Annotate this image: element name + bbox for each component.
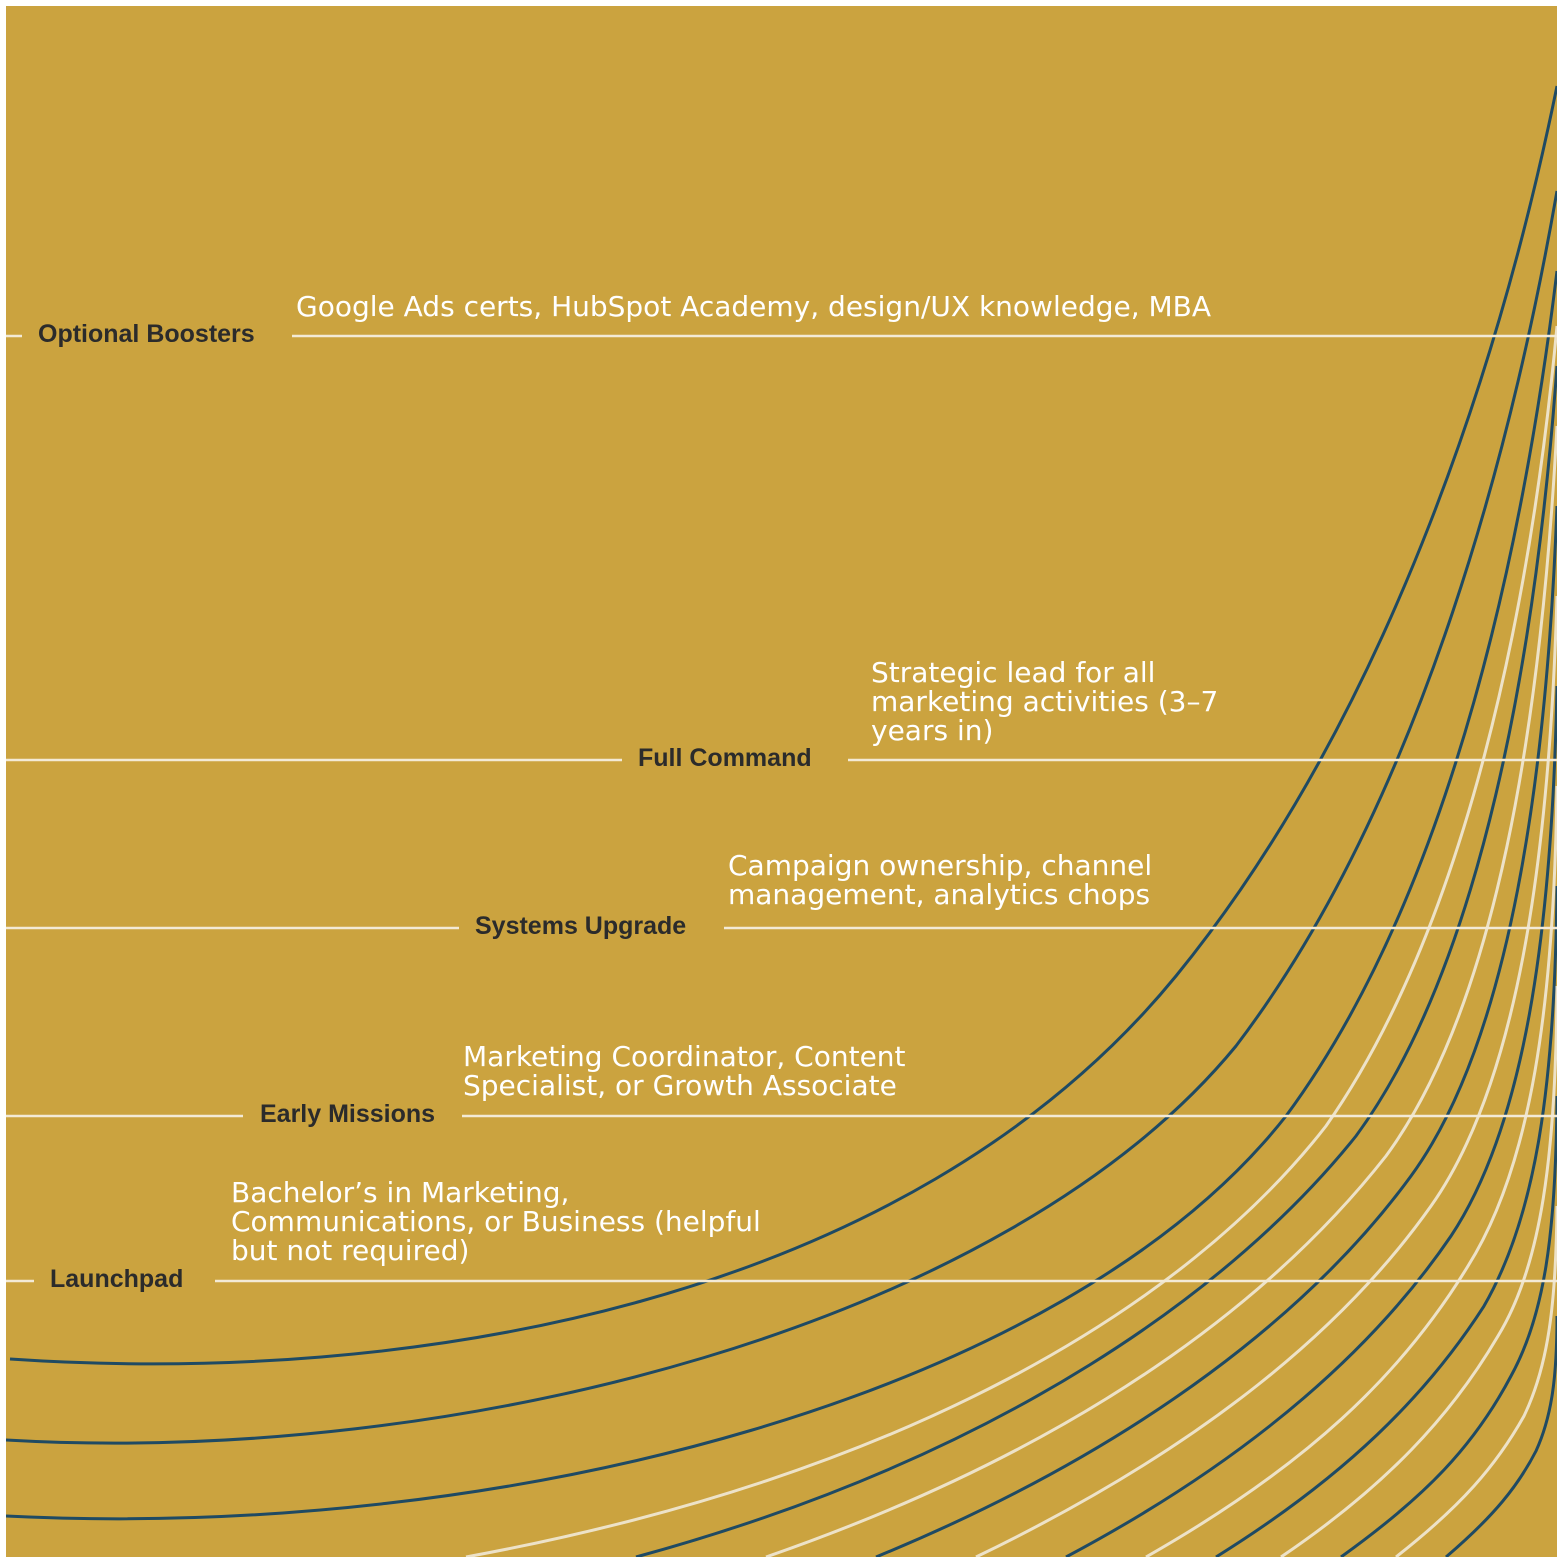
stage-description-systems-upgrade: Campaign ownership, channel management, … bbox=[728, 849, 1153, 911]
career-path-diagram bbox=[6, 6, 1557, 1557]
stage-description-full-command: Strategic lead for all marketing activit… bbox=[871, 656, 1219, 747]
stage-description-optional-boosters: Google Ads certs, HubSpot Academy, desig… bbox=[296, 290, 1212, 323]
curve-7 bbox=[875, 505, 1557, 1557]
stage-label-early-missions: Early Missions bbox=[260, 1100, 436, 1128]
curve-6 bbox=[765, 425, 1557, 1557]
diagram-canvas: Optional Boosters Google Ads certs, HubS… bbox=[6, 6, 1557, 1557]
curve-2 bbox=[6, 190, 1557, 1445]
stage-description-early-missions: Marketing Coordinator, Content Specialis… bbox=[463, 1040, 906, 1102]
stage-label-systems-upgrade: Systems Upgrade bbox=[475, 912, 687, 940]
curve-11 bbox=[1215, 885, 1557, 1557]
curve-15 bbox=[1445, 1315, 1557, 1557]
curve-4 bbox=[465, 325, 1557, 1557]
stage-label-optional-boosters: Optional Boosters bbox=[38, 320, 255, 348]
stage-label-full-command: Full Command bbox=[638, 744, 812, 772]
curve-8 bbox=[975, 595, 1557, 1557]
stage-label-launchpad: Launchpad bbox=[50, 1265, 184, 1293]
curve-10 bbox=[1145, 785, 1557, 1557]
curve-13 bbox=[1340, 1095, 1557, 1557]
curve-9 bbox=[1065, 685, 1557, 1557]
curve-1 bbox=[9, 85, 1557, 1366]
curve-3 bbox=[6, 270, 1557, 1521]
curve-5 bbox=[635, 365, 1557, 1557]
stage-rules bbox=[6, 334, 1557, 1283]
curve-14 bbox=[1395, 1205, 1557, 1557]
stage-description-launchpad: Bachelor’s in Marketing, Communications,… bbox=[231, 1176, 761, 1267]
curve-bundle bbox=[6, 85, 1557, 1557]
curve-12 bbox=[1280, 985, 1557, 1557]
background bbox=[6, 6, 1557, 1557]
